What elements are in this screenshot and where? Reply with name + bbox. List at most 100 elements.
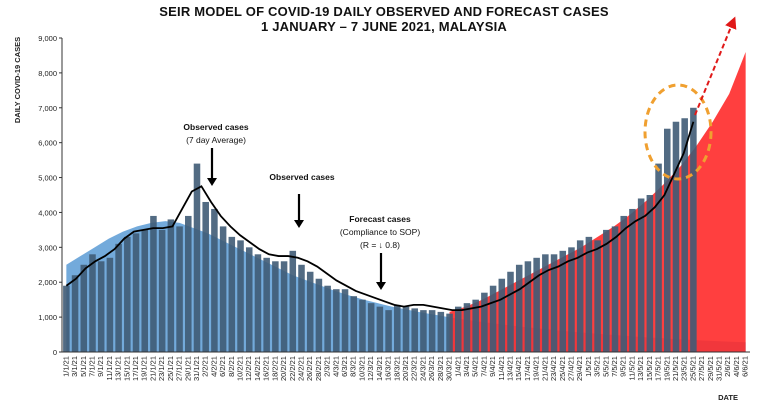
daily-case-bar xyxy=(80,264,88,352)
x-tick-label: 11/4/21 xyxy=(497,356,506,380)
x-tick-label: 20/2/21 xyxy=(279,356,288,381)
daily-case-bar xyxy=(193,163,201,352)
x-tick-label: 1/1/21 xyxy=(61,356,70,377)
y-tick-label: 3,000 xyxy=(38,243,57,252)
seven-day-average-line xyxy=(65,121,695,312)
daily-case-bar xyxy=(254,254,262,352)
x-tick-label: 29/4/21 xyxy=(575,356,584,381)
annotation-observed-1-subtitle: (7 day Average) xyxy=(186,135,246,145)
daily-case-bar xyxy=(664,128,671,352)
daily-case-bar xyxy=(280,261,288,352)
x-tick-label: 15/5/21 xyxy=(645,356,654,381)
chart-title-line1: SEIR MODEL OF COVID-19 DAILY OBSERVED AN… xyxy=(159,4,609,19)
daily-case-bar xyxy=(646,195,654,352)
x-tick-label: 17/1/21 xyxy=(131,356,140,381)
x-tick-label: 1/5/21 xyxy=(584,356,593,377)
x-tick-label: 4/6/21 xyxy=(732,356,741,377)
x-tick-label: 9/4/21 xyxy=(488,356,497,377)
daily-case-bar xyxy=(306,271,314,352)
x-tick-label: 6/3/21 xyxy=(340,356,349,377)
daily-case-bar xyxy=(454,306,462,352)
daily-case-bar xyxy=(672,121,680,352)
x-tick-label: 9/1/21 xyxy=(96,356,105,377)
x-tick-label: 8/3/21 xyxy=(349,356,358,377)
daily-case-bar xyxy=(655,163,662,352)
daily-case-bar xyxy=(533,257,540,352)
x-tick-label: 13/4/21 xyxy=(506,356,515,381)
x-tick-label: 24/3/21 xyxy=(418,356,427,381)
daily-case-bar xyxy=(515,264,523,352)
x-tick-label: 28/2/21 xyxy=(314,356,323,381)
annotation-arrowhead-1 xyxy=(207,178,217,186)
daily-case-bar xyxy=(446,313,453,352)
annotation-forecast-r-value: (R = ↓ 0.8) xyxy=(360,240,400,250)
forecast-area-red xyxy=(449,51,746,352)
daily-case-bar xyxy=(585,236,593,352)
x-tick-label: 16/3/21 xyxy=(384,356,393,381)
daily-case-bar xyxy=(550,254,558,352)
daily-case-bar xyxy=(489,285,497,352)
x-tick-label: 21/4/21 xyxy=(540,356,549,381)
daily-case-bar xyxy=(315,278,323,352)
chart-title-line2: 1 JANUARY – 7 JUNE 2021, MALAYSIA xyxy=(261,19,507,34)
daily-case-bar xyxy=(472,299,479,352)
x-tick-label: 3/1/21 xyxy=(70,356,79,377)
tick-labels: 0 1,000 2,000 3,000 4,000 5,000 6,000 7,000 8,00… xyxy=(38,34,749,381)
x-tick-label: 9/5/21 xyxy=(619,356,628,377)
daily-case-bar xyxy=(507,271,514,352)
daily-case-bar xyxy=(176,226,183,352)
x-tick-label: 30/3/21 xyxy=(445,356,454,381)
daily-case-bar xyxy=(272,261,279,352)
x-tick-label: 15/4/21 xyxy=(514,356,523,381)
annotation-forecast-title: Forecast cases xyxy=(349,214,411,224)
x-tick-label: 17/5/21 xyxy=(654,356,663,381)
x-tick-label: 5/1/21 xyxy=(79,356,88,377)
daily-case-bar xyxy=(385,310,392,352)
daily-case-bar xyxy=(202,201,209,352)
x-tick-label: 13/1/21 xyxy=(114,356,123,381)
annotation-observed-2-title: Observed cases xyxy=(269,172,334,182)
x-tick-label: 25/1/21 xyxy=(166,356,175,381)
x-tick-label: 5/4/21 xyxy=(471,356,480,377)
daily-case-bar xyxy=(89,254,96,352)
daily-case-bar xyxy=(237,240,244,352)
daily-case-bar xyxy=(341,289,349,352)
x-tick-label: 10/2/21 xyxy=(236,356,245,381)
x-tick-label: 20/3/21 xyxy=(401,356,410,381)
x-tick-label: 29/1/21 xyxy=(183,356,192,381)
daily-case-bar xyxy=(637,198,645,352)
x-tick-label: 27/1/21 xyxy=(175,356,184,381)
y-tick-label: 6,000 xyxy=(38,139,57,148)
daily-case-bar xyxy=(367,303,375,352)
y-tick-label: 1,000 xyxy=(38,313,57,322)
x-tick-label: 2/2/21 xyxy=(201,356,210,377)
x-tick-label: 2/6/21 xyxy=(723,356,732,377)
x-tick-label: 4/2/21 xyxy=(209,356,218,377)
daily-case-bar xyxy=(245,247,253,352)
daily-case-bar xyxy=(298,264,305,352)
x-tick-label: 17/4/21 xyxy=(523,356,532,381)
forecast-trend-arrow xyxy=(694,16,737,116)
daily-case-bar xyxy=(402,306,410,352)
x-tick-label: 13/5/21 xyxy=(636,356,645,381)
x-tick-label: 11/1/21 xyxy=(105,356,114,380)
y-tick-label: 2,000 xyxy=(38,278,57,287)
daily-case-bar xyxy=(115,243,122,352)
x-tick-label: 1/4/21 xyxy=(453,356,462,377)
x-tick-label: 23/4/21 xyxy=(549,356,558,381)
x-tick-label: 19/1/21 xyxy=(140,356,149,381)
daily-case-bar xyxy=(350,296,358,352)
highlight-circle xyxy=(643,83,713,181)
x-tick-label: 10/3/21 xyxy=(357,356,366,381)
x-tick-label: 12/2/21 xyxy=(244,356,253,381)
daily-case-bar xyxy=(463,303,471,352)
forecast-area-blue xyxy=(66,221,746,352)
x-tick-label: 27/4/21 xyxy=(566,356,575,381)
x-tick-label: 23/5/21 xyxy=(680,356,689,381)
x-tick-label: 7/5/21 xyxy=(610,356,619,377)
daily-case-bar xyxy=(289,250,297,352)
daily-case-bar xyxy=(376,306,384,352)
annotations: Observed cases (7 day Average) Observed … xyxy=(183,16,737,290)
x-tick-label: 26/3/21 xyxy=(427,356,436,381)
